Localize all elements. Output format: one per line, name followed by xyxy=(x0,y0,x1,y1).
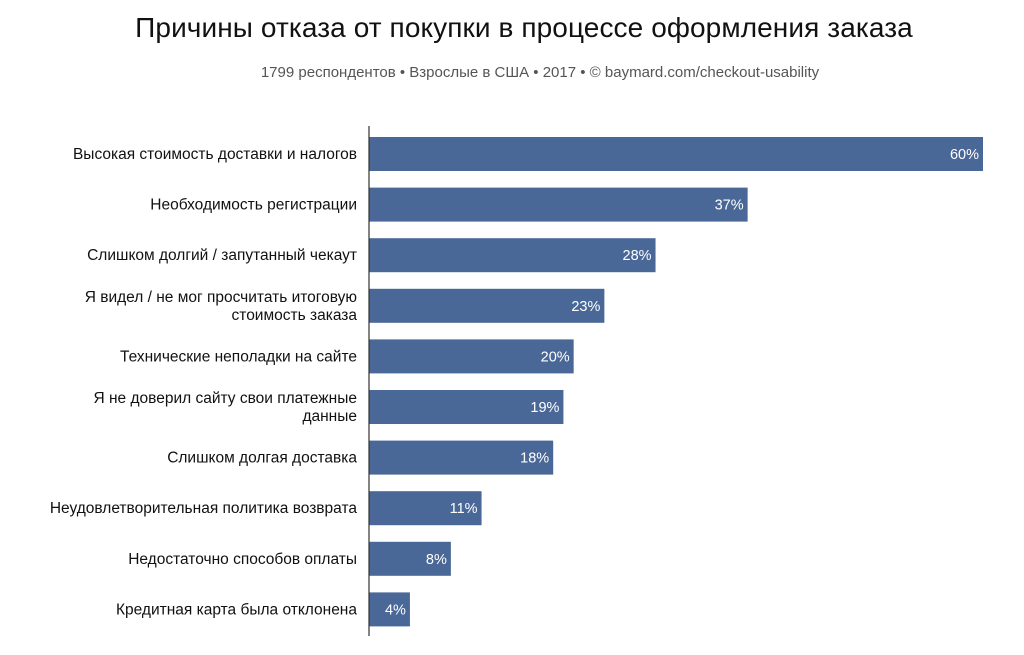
bar xyxy=(369,288,605,323)
category-label: Я видел / не мог просчитать итоговую стои… xyxy=(85,289,358,324)
category-label: Кредитная карта была отклонена xyxy=(116,601,357,618)
bar xyxy=(369,137,983,171)
bar xyxy=(369,592,410,627)
category-label: Технические неполадки на сайте xyxy=(120,348,357,365)
bar xyxy=(369,339,574,374)
chart-subtitle: 1799 респондентов • Взрослые в США • 201… xyxy=(260,64,820,81)
chart-title: Причины отказа от покупки в процессе офо… xyxy=(135,12,913,43)
value-label: 11% xyxy=(450,501,478,517)
category-label: Высокая стоимость доставки и налогов xyxy=(73,146,357,163)
bar xyxy=(369,440,554,475)
value-label: 8% xyxy=(426,552,447,568)
value-label: 60% xyxy=(950,147,979,163)
category-label: Неудовлетворительная политика возврата xyxy=(50,500,358,517)
category-label: Слишком долгая доставка xyxy=(167,450,357,467)
category-label: Я не доверил сайту свои платежные данные xyxy=(94,390,358,425)
bar xyxy=(369,541,451,576)
bar xyxy=(369,491,482,526)
value-label: 23% xyxy=(571,299,600,315)
value-label: 19% xyxy=(530,400,559,416)
bar xyxy=(369,187,748,222)
value-label: 18% xyxy=(520,451,549,467)
value-label: 37% xyxy=(715,198,744,214)
bar xyxy=(369,238,656,273)
value-label: 28% xyxy=(623,248,652,264)
category-label: Необходимость регистрации xyxy=(150,197,357,214)
category-label: Слишком долгий / запутанный чекаут xyxy=(87,247,357,264)
value-label: 4% xyxy=(385,602,406,618)
bar xyxy=(369,390,564,424)
value-label: 20% xyxy=(541,349,570,365)
category-label: Недостаточно способов оплаты xyxy=(128,551,357,568)
